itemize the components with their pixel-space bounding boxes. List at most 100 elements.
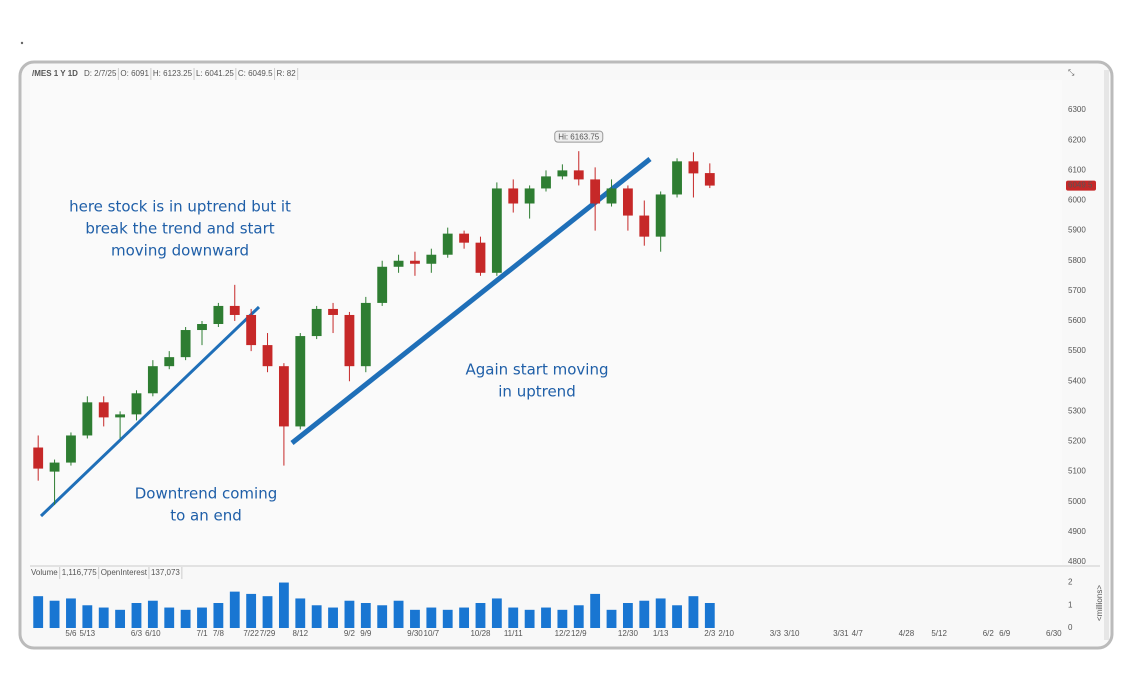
volume-bar bbox=[410, 609, 420, 628]
x-tick-label: 12/9 bbox=[571, 629, 587, 638]
x-tick-label: 4/28 bbox=[899, 629, 915, 638]
volume-tick-label: 1 bbox=[1068, 600, 1073, 609]
x-tick-label: 6/10 bbox=[145, 629, 161, 638]
annotation: here stock is in uptrend but it bbox=[69, 198, 291, 216]
volume-bar bbox=[573, 605, 584, 628]
volume-bar bbox=[393, 600, 404, 628]
y-tick-label: 5000 bbox=[1068, 497, 1086, 506]
volume-bar bbox=[66, 598, 76, 628]
candle-body bbox=[606, 188, 617, 204]
x-tick-label: 6/9 bbox=[999, 629, 1011, 638]
candle-body bbox=[278, 366, 289, 427]
header-field: C: 6049.5 bbox=[238, 69, 273, 78]
volume-bar bbox=[33, 596, 44, 628]
price-tag bbox=[1066, 180, 1096, 191]
x-tick-label: 6/3 bbox=[131, 629, 143, 638]
x-tick-label: 6/30 bbox=[1046, 629, 1062, 638]
annotation: Downtrend coming bbox=[135, 485, 277, 503]
candle-body bbox=[246, 314, 257, 346]
x-tick-label: 5/13 bbox=[80, 629, 96, 638]
volume-unit: <millions> bbox=[1095, 585, 1104, 621]
candle-body bbox=[557, 170, 568, 177]
x-tick-label: 1/13 bbox=[653, 629, 669, 638]
volume-bar bbox=[164, 607, 175, 628]
volume-header: 1,116,775 bbox=[62, 568, 98, 577]
candle-body bbox=[115, 414, 126, 418]
volume-bar bbox=[590, 593, 601, 628]
volume-bar bbox=[622, 603, 633, 628]
volume-bar bbox=[442, 609, 453, 628]
annotations: here stock is in uptrend but it break th… bbox=[69, 198, 608, 525]
symbol: /MES 1 Y 1D bbox=[32, 69, 78, 78]
x-tick-label: 10/7 bbox=[424, 629, 440, 638]
price-tag-label: 6049.5 bbox=[1068, 181, 1093, 190]
candle-body bbox=[98, 402, 109, 418]
volume-bar bbox=[704, 603, 715, 628]
dot bbox=[20, 41, 24, 45]
candle-body bbox=[524, 188, 535, 204]
volume-bar bbox=[278, 582, 289, 628]
candle-body bbox=[655, 194, 666, 237]
x-tick-label: 3/3 bbox=[770, 629, 782, 638]
volume-bar bbox=[377, 605, 388, 628]
candle-body bbox=[295, 336, 306, 427]
candle-body bbox=[213, 305, 224, 325]
volume-bar bbox=[295, 598, 306, 628]
volume-bar bbox=[688, 596, 699, 628]
volume-bar bbox=[115, 609, 126, 628]
x-tick-label: 9/2 bbox=[344, 629, 356, 638]
candle-body bbox=[180, 330, 191, 358]
volume-bar bbox=[147, 600, 158, 628]
x-tick-label: 7/22 bbox=[243, 629, 259, 638]
volume-bar bbox=[639, 600, 650, 628]
y-tick-label: 5900 bbox=[1068, 226, 1086, 235]
candle-body bbox=[147, 366, 158, 394]
header-field: R: 82 bbox=[277, 69, 297, 78]
y-tick-label: 5200 bbox=[1068, 437, 1086, 446]
y-tick-label: 5600 bbox=[1068, 316, 1086, 325]
x-tick-label: 7/29 bbox=[260, 629, 276, 638]
candle-body bbox=[82, 402, 93, 436]
icon: ⤡ bbox=[1068, 68, 1075, 77]
candle-body bbox=[229, 305, 240, 315]
x-tick-label: 9/30 bbox=[407, 629, 423, 638]
trend-line bbox=[39, 305, 261, 518]
candle-body bbox=[197, 324, 207, 331]
volume-bar bbox=[180, 609, 191, 628]
header-field: O: 6091 bbox=[120, 69, 149, 78]
candle-body bbox=[360, 302, 371, 367]
volume-bar bbox=[311, 605, 322, 628]
candle-body bbox=[49, 462, 60, 472]
volume-bar bbox=[82, 605, 93, 628]
volume-bar bbox=[672, 605, 682, 628]
volume-header: 137,073 bbox=[151, 568, 180, 577]
y-tick-label: 4900 bbox=[1068, 527, 1086, 536]
hi-label: Hi: 6163.75 bbox=[558, 132, 599, 141]
candle-body bbox=[393, 260, 404, 267]
annotation: moving downward bbox=[111, 242, 249, 260]
candle-body bbox=[459, 233, 470, 243]
candle-body bbox=[442, 233, 453, 255]
candle-body bbox=[672, 161, 682, 195]
header-field: D: 2/7/25 bbox=[84, 69, 117, 78]
annotation: Again start moving bbox=[466, 361, 609, 379]
x-tick-label: 2/10 bbox=[718, 629, 734, 638]
candle-body bbox=[475, 242, 486, 273]
y-tick-label: 5300 bbox=[1068, 406, 1086, 415]
y-tick-label: 5800 bbox=[1068, 256, 1086, 265]
volume-header: Volume bbox=[31, 568, 58, 577]
candle-body bbox=[33, 447, 44, 469]
volume-bar bbox=[524, 609, 535, 628]
header-field: L: 6041.25 bbox=[196, 69, 234, 78]
y-tick-label: 6200 bbox=[1068, 135, 1086, 144]
volume-bar bbox=[197, 607, 207, 628]
volume-bar bbox=[344, 600, 355, 628]
candle-body bbox=[622, 188, 633, 216]
candle-body bbox=[426, 254, 437, 264]
annotation: in uptrend bbox=[498, 383, 575, 401]
hi-box bbox=[554, 130, 604, 143]
x-tick-label: 12/30 bbox=[618, 629, 639, 638]
candle-body bbox=[262, 345, 273, 367]
x-tick-label: 12/2 bbox=[555, 629, 571, 638]
